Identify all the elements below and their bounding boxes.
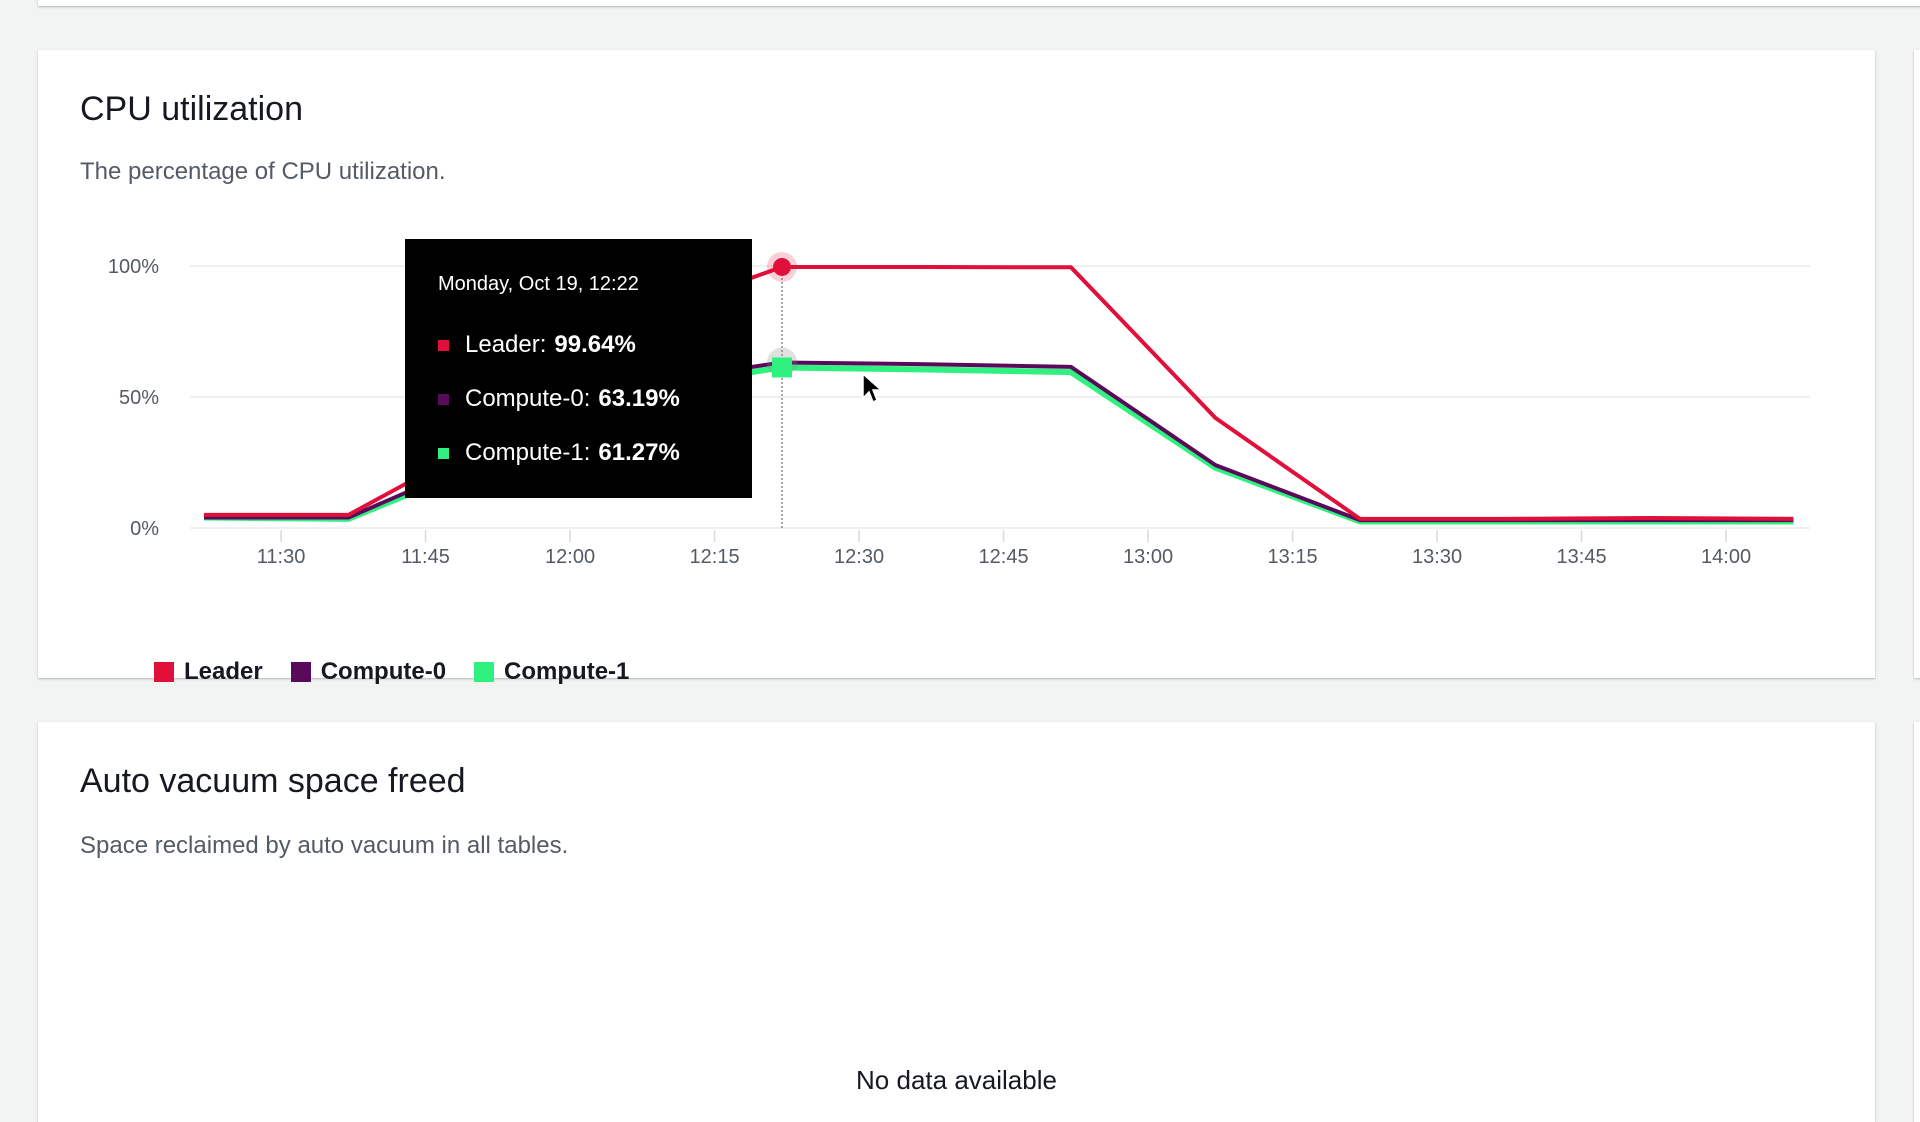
panel-title: CPU utilization [80, 90, 303, 128]
x-tick-label: 11:45 [401, 546, 450, 568]
x-tick-label: 12:15 [690, 546, 740, 568]
chart-tooltip: Monday, Oct 19, 12:22 Leader: 99.64% Comp… [405, 239, 752, 498]
auto-vacuum-panel: Auto vacuum space freed Space reclaimed … [38, 722, 1875, 1122]
y-tick-label: 100% [108, 256, 159, 278]
hover-point-compute-1 [772, 357, 792, 378]
tooltip-label: Compute-0: [465, 385, 591, 412]
tooltip-row-compute-0: Compute-0: 63.19% [438, 372, 752, 426]
legend-swatch [290, 662, 311, 682]
tooltip-label: Compute-1: [465, 439, 591, 466]
tooltip-swatch [438, 339, 449, 351]
tooltip-value: 61.27% [598, 439, 680, 466]
tooltip-label: Leader: [465, 331, 547, 358]
x-tick-label: 13:00 [1123, 546, 1173, 568]
x-tick-label: 13:45 [1557, 546, 1607, 568]
x-tick-label: 13:15 [1268, 546, 1318, 568]
previous-panel [38, 0, 1920, 6]
x-tick-label: 11:30 [257, 546, 306, 568]
panel-subtitle: The percentage of CPU utilization. [80, 158, 446, 185]
tooltip-swatch [438, 447, 449, 459]
x-tick-label: 13:30 [1412, 546, 1462, 568]
x-tick-label: 14:00 [1701, 546, 1751, 568]
tooltip-swatch [438, 393, 449, 405]
cpu-line-chart[interactable]: 0% 50% 100% 11:30 11:45 12:00 12:15 12:30 12:45 1… [0, 0, 1920, 1080]
x-tick-label: 12:00 [545, 546, 595, 568]
legend-label: Compute-0 [320, 658, 447, 685]
legend-label: Compute-1 [504, 658, 630, 685]
legend-item-compute-0[interactable]: Compute-0 [290, 658, 447, 686]
hover-point-leader [773, 257, 791, 276]
legend-label: Leader [184, 658, 263, 685]
panel-subtitle: Space reclaimed by auto vacuum in all ta… [80, 832, 569, 859]
tooltip-value: 99.64% [554, 331, 636, 358]
legend-item-compute-1[interactable]: Compute-1 [474, 658, 629, 686]
side-panel-edge [1914, 50, 1920, 678]
x-tick-label: 12:30 [834, 546, 884, 568]
y-tick-label: 50% [119, 387, 159, 409]
legend-swatch [154, 662, 174, 682]
legend-item-leader[interactable]: Leader [154, 658, 263, 686]
y-tick-label: 0% [130, 518, 159, 540]
legend-swatch [474, 662, 495, 682]
tooltip-row-leader: Leader: 99.64% [438, 318, 752, 372]
tooltip-date: Monday, Oct 19, 12:22 [438, 273, 639, 295]
x-tick-label: 12:45 [979, 546, 1029, 568]
side-panel-edge [1914, 722, 1920, 1122]
mouse-cursor-icon [862, 372, 883, 404]
tooltip-row-compute-1: Compute-1: 61.27% [438, 426, 752, 480]
panel-title: Auto vacuum space freed [80, 762, 466, 800]
chart-legend: Leader Compute-0 Compute-1 [154, 658, 629, 686]
tooltip-value: 63.19% [598, 385, 680, 412]
